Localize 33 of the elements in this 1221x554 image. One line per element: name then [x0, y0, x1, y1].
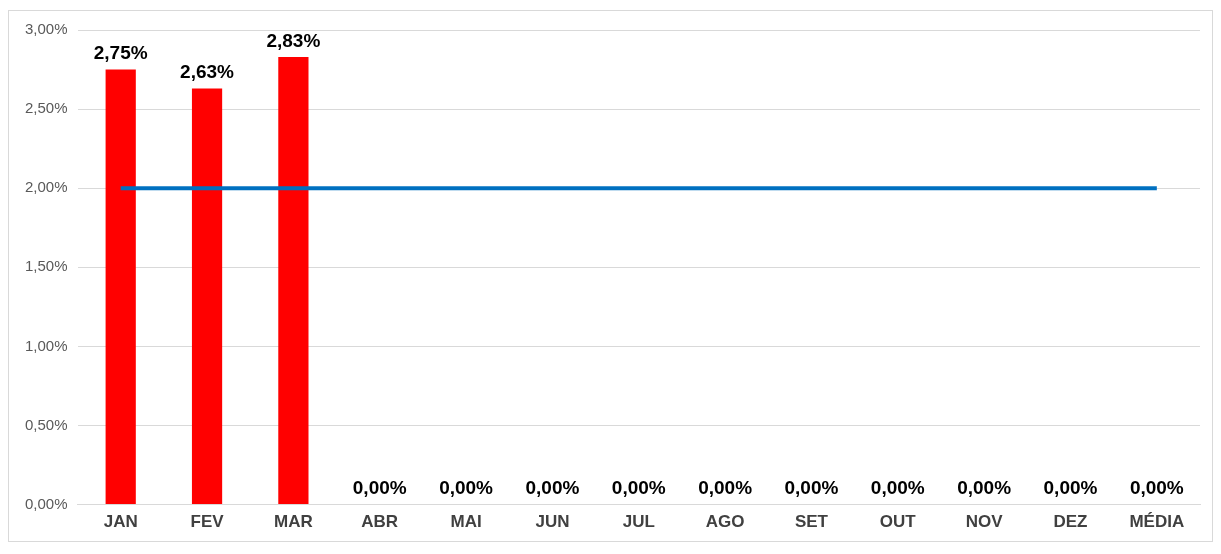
x-tick-label: MAR [274, 512, 313, 532]
x-tick-label: MAI [450, 512, 482, 532]
data-label: 0,00% [698, 477, 753, 499]
x-tick-label: DEZ [1053, 512, 1088, 532]
y-tick-label: 3,00% [24, 20, 68, 38]
y-tick-label: 0,50% [24, 415, 68, 433]
x-tick-label: JAN [103, 512, 138, 532]
x-tick-label: JUN [535, 512, 570, 532]
data-label: 0,00% [870, 477, 925, 499]
data-label: 0,00% [784, 477, 839, 499]
data-label: 0,00% [1129, 477, 1184, 499]
x-tick-label: ABR [361, 512, 399, 532]
x-tick-label: JUL [622, 512, 655, 532]
y-tick-label: 2,50% [24, 99, 68, 117]
x-tick-label: OUT [879, 512, 917, 532]
y-tick-label: 1,50% [24, 257, 68, 275]
y-tick-label: 1,00% [24, 336, 68, 354]
data-label: 2,63% [180, 61, 235, 83]
y-tick-label: 2,00% [24, 178, 68, 196]
data-label: 0,00% [352, 477, 407, 499]
x-tick-label: MÉDIA [1129, 512, 1185, 532]
data-label: 2,83% [266, 29, 321, 51]
y-tick-label: 0,00% [24, 494, 68, 512]
data-label: 0,00% [525, 477, 580, 499]
data-label: 2,75% [93, 42, 148, 64]
x-tick-label: SET [794, 512, 829, 532]
x-tick-label: NOV [965, 512, 1004, 532]
x-tick-label: AGO [705, 512, 745, 532]
data-label: 0,00% [1043, 477, 1098, 499]
data-label: 0,00% [439, 477, 494, 499]
data-label: 0,00% [957, 477, 1012, 499]
data-label: 0,00% [611, 477, 666, 499]
x-tick-label: FEV [190, 512, 225, 532]
